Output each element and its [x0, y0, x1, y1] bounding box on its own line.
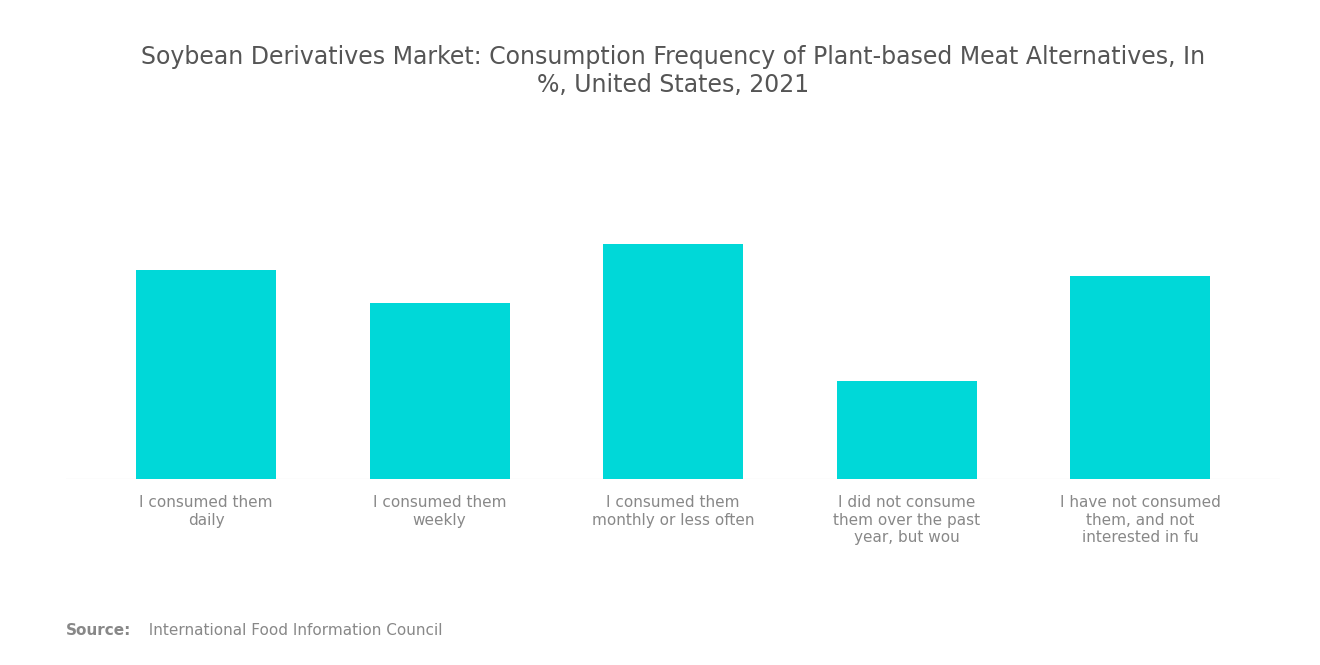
Text: International Food Information Council: International Food Information Council: [139, 623, 442, 638]
Bar: [1071, 277, 1210, 479]
Bar: [603, 244, 743, 479]
Bar: [837, 381, 977, 479]
Bar: [136, 270, 276, 479]
Bar: [370, 303, 510, 479]
Text: Source:: Source:: [66, 623, 132, 638]
Title: Soybean Derivatives Market: Consumption Frequency of Plant-based Meat Alternativ: Soybean Derivatives Market: Consumption …: [141, 45, 1205, 97]
